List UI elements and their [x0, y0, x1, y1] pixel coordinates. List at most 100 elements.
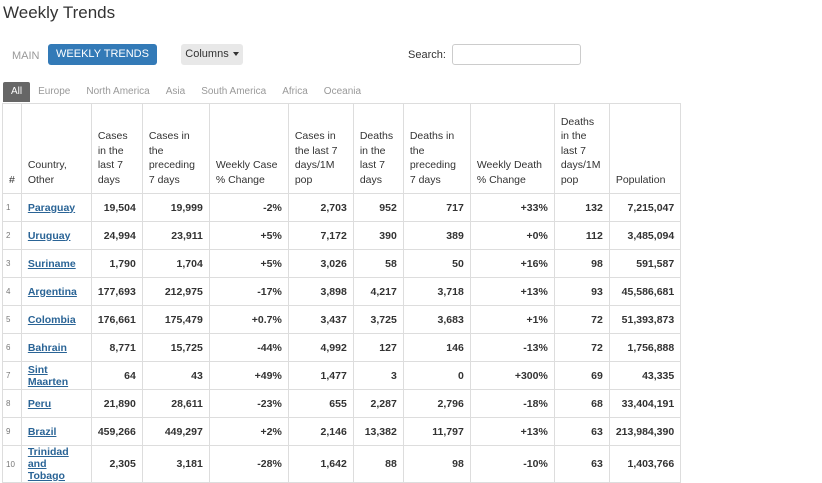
- value-cell: +16%: [469, 249, 555, 278]
- value-cell: 1,704: [141, 249, 210, 278]
- value-cell: 591,587: [608, 249, 682, 278]
- column-header[interactable]: Country, Other: [20, 103, 92, 194]
- value-cell: 459,266: [90, 417, 143, 446]
- table-row: 1 Paraguay 19,504 19,999 -2% 2,703 952 717 +33% 1…: [2, 193, 682, 222]
- value-cell: 3: [352, 361, 404, 390]
- value-cell: 72: [553, 305, 610, 334]
- search-input[interactable]: [452, 44, 581, 65]
- value-cell: 24,994: [90, 221, 143, 250]
- country-link[interactable]: Colombia: [27, 313, 76, 326]
- country-link[interactable]: Paraguay: [27, 201, 76, 214]
- value-cell: 175,479: [141, 305, 210, 334]
- country-cell: Uruguay: [20, 221, 92, 250]
- region-tab[interactable]: Europe: [38, 86, 71, 97]
- value-cell: 3,026: [287, 249, 354, 278]
- value-cell: -44%: [208, 333, 289, 362]
- value-cell: 98: [402, 445, 471, 483]
- value-cell: 98: [553, 249, 610, 278]
- value-cell: 1,756,888: [608, 333, 682, 362]
- weekly-tab[interactable]: WEEKLY TRENDS: [48, 44, 157, 65]
- country-cell: Colombia: [20, 305, 92, 334]
- country-cell: Brazil: [20, 417, 92, 446]
- row-number: 7: [2, 361, 22, 390]
- value-cell: -23%: [208, 389, 289, 418]
- region-tab[interactable]: North America: [86, 86, 150, 97]
- table-row: 6 Bahrain 8,771 15,725 -44% 4,992 127 146 -13% 72…: [2, 333, 682, 362]
- value-cell: 58: [352, 249, 404, 278]
- value-cell: 2,796: [402, 389, 471, 418]
- value-cell: 1,477: [287, 361, 354, 390]
- value-cell: 7,172: [287, 221, 354, 250]
- region-tab[interactable]: Oceania: [323, 86, 362, 97]
- value-cell: +13%: [469, 277, 555, 306]
- value-cell: -13%: [469, 333, 555, 362]
- country-cell: Argentina: [20, 277, 92, 306]
- region-tab[interactable]: All: [3, 82, 31, 102]
- value-cell: 63: [553, 417, 610, 446]
- value-cell: 7,215,047: [608, 193, 682, 222]
- table-row: 9 Brazil 459,266 449,297 +2% 2,146 13,382 11,79…: [2, 417, 682, 446]
- row-number: 8: [2, 389, 22, 418]
- value-cell: 13,382: [352, 417, 404, 446]
- value-cell: 51,393,873: [608, 305, 682, 334]
- value-cell: 1,642: [287, 445, 354, 483]
- column-header[interactable]: Cases in the last 7 days: [90, 103, 143, 194]
- value-cell: 3,718: [402, 277, 471, 306]
- value-cell: 72: [553, 333, 610, 362]
- country-link[interactable]: Peru: [27, 397, 52, 410]
- value-cell: -10%: [469, 445, 555, 483]
- country-link[interactable]: Trinidad and Tobago: [27, 446, 69, 482]
- value-cell: 212,975: [141, 277, 210, 306]
- search-label: Search:: [408, 49, 446, 61]
- value-cell: 64: [90, 361, 143, 390]
- column-header[interactable]: Deaths in the last 7 days/1M pop: [553, 103, 610, 194]
- value-cell: 8,771: [90, 333, 143, 362]
- column-header[interactable]: Deaths in the last 7 days: [352, 103, 404, 194]
- column-header[interactable]: Population: [608, 103, 682, 194]
- columns-button[interactable]: Columns: [181, 44, 243, 65]
- region-tab[interactable]: South America: [201, 86, 267, 97]
- value-cell: +300%: [469, 361, 555, 390]
- country-link[interactable]: Brazil: [27, 425, 57, 438]
- value-cell: 93: [553, 277, 610, 306]
- value-cell: 1,790: [90, 249, 143, 278]
- value-cell: -2%: [208, 193, 289, 222]
- value-cell: 68: [553, 389, 610, 418]
- row-number: 6: [2, 333, 22, 362]
- country-link[interactable]: Sint Maarten: [27, 363, 69, 388]
- value-cell: +5%: [208, 221, 289, 250]
- value-cell: 112: [553, 221, 610, 250]
- country-link[interactable]: Bahrain: [27, 341, 67, 354]
- region-tab[interactable]: Asia: [165, 86, 186, 97]
- column-header[interactable]: #: [2, 103, 22, 194]
- region-tab[interactable]: Africa: [282, 86, 308, 97]
- value-cell: 213,984,390: [608, 417, 682, 446]
- country-link[interactable]: Suriname: [27, 257, 76, 270]
- column-header[interactable]: Weekly Death % Change: [469, 103, 555, 194]
- country-link[interactable]: Argentina: [27, 285, 77, 298]
- country-cell: Suriname: [20, 249, 92, 278]
- value-cell: +49%: [208, 361, 289, 390]
- region-tabs: All Europe North America Asia South America A…: [3, 82, 369, 102]
- value-cell: +5%: [208, 249, 289, 278]
- value-cell: +0.7%: [208, 305, 289, 334]
- value-cell: 3,181: [141, 445, 210, 483]
- value-cell: 21,890: [90, 389, 143, 418]
- value-cell: 45,586,681: [608, 277, 682, 306]
- column-header[interactable]: Deaths in the preceding 7 days: [402, 103, 471, 194]
- table-row: 4 Argentina 177,693 212,975 -17% 3,898 4,217 3,…: [2, 277, 682, 306]
- value-cell: 28,611: [141, 389, 210, 418]
- country-cell: Trinidad and Tobago: [20, 445, 92, 483]
- row-number: 3: [2, 249, 22, 278]
- value-cell: 655: [287, 389, 354, 418]
- country-link[interactable]: Uruguay: [27, 229, 71, 242]
- column-header[interactable]: Cases in the preceding 7 days: [141, 103, 210, 194]
- value-cell: +1%: [469, 305, 555, 334]
- main-tab[interactable]: MAIN: [12, 50, 40, 62]
- table-row: 7 Sint Maarten 64 43 +49% 1,477 3 0 +300% 69 43,33…: [2, 361, 682, 390]
- column-header[interactable]: Cases in the last 7 days/1M pop: [287, 103, 354, 194]
- country-cell: Paraguay: [20, 193, 92, 222]
- column-header[interactable]: Weekly Case % Change: [208, 103, 289, 194]
- value-cell: +33%: [469, 193, 555, 222]
